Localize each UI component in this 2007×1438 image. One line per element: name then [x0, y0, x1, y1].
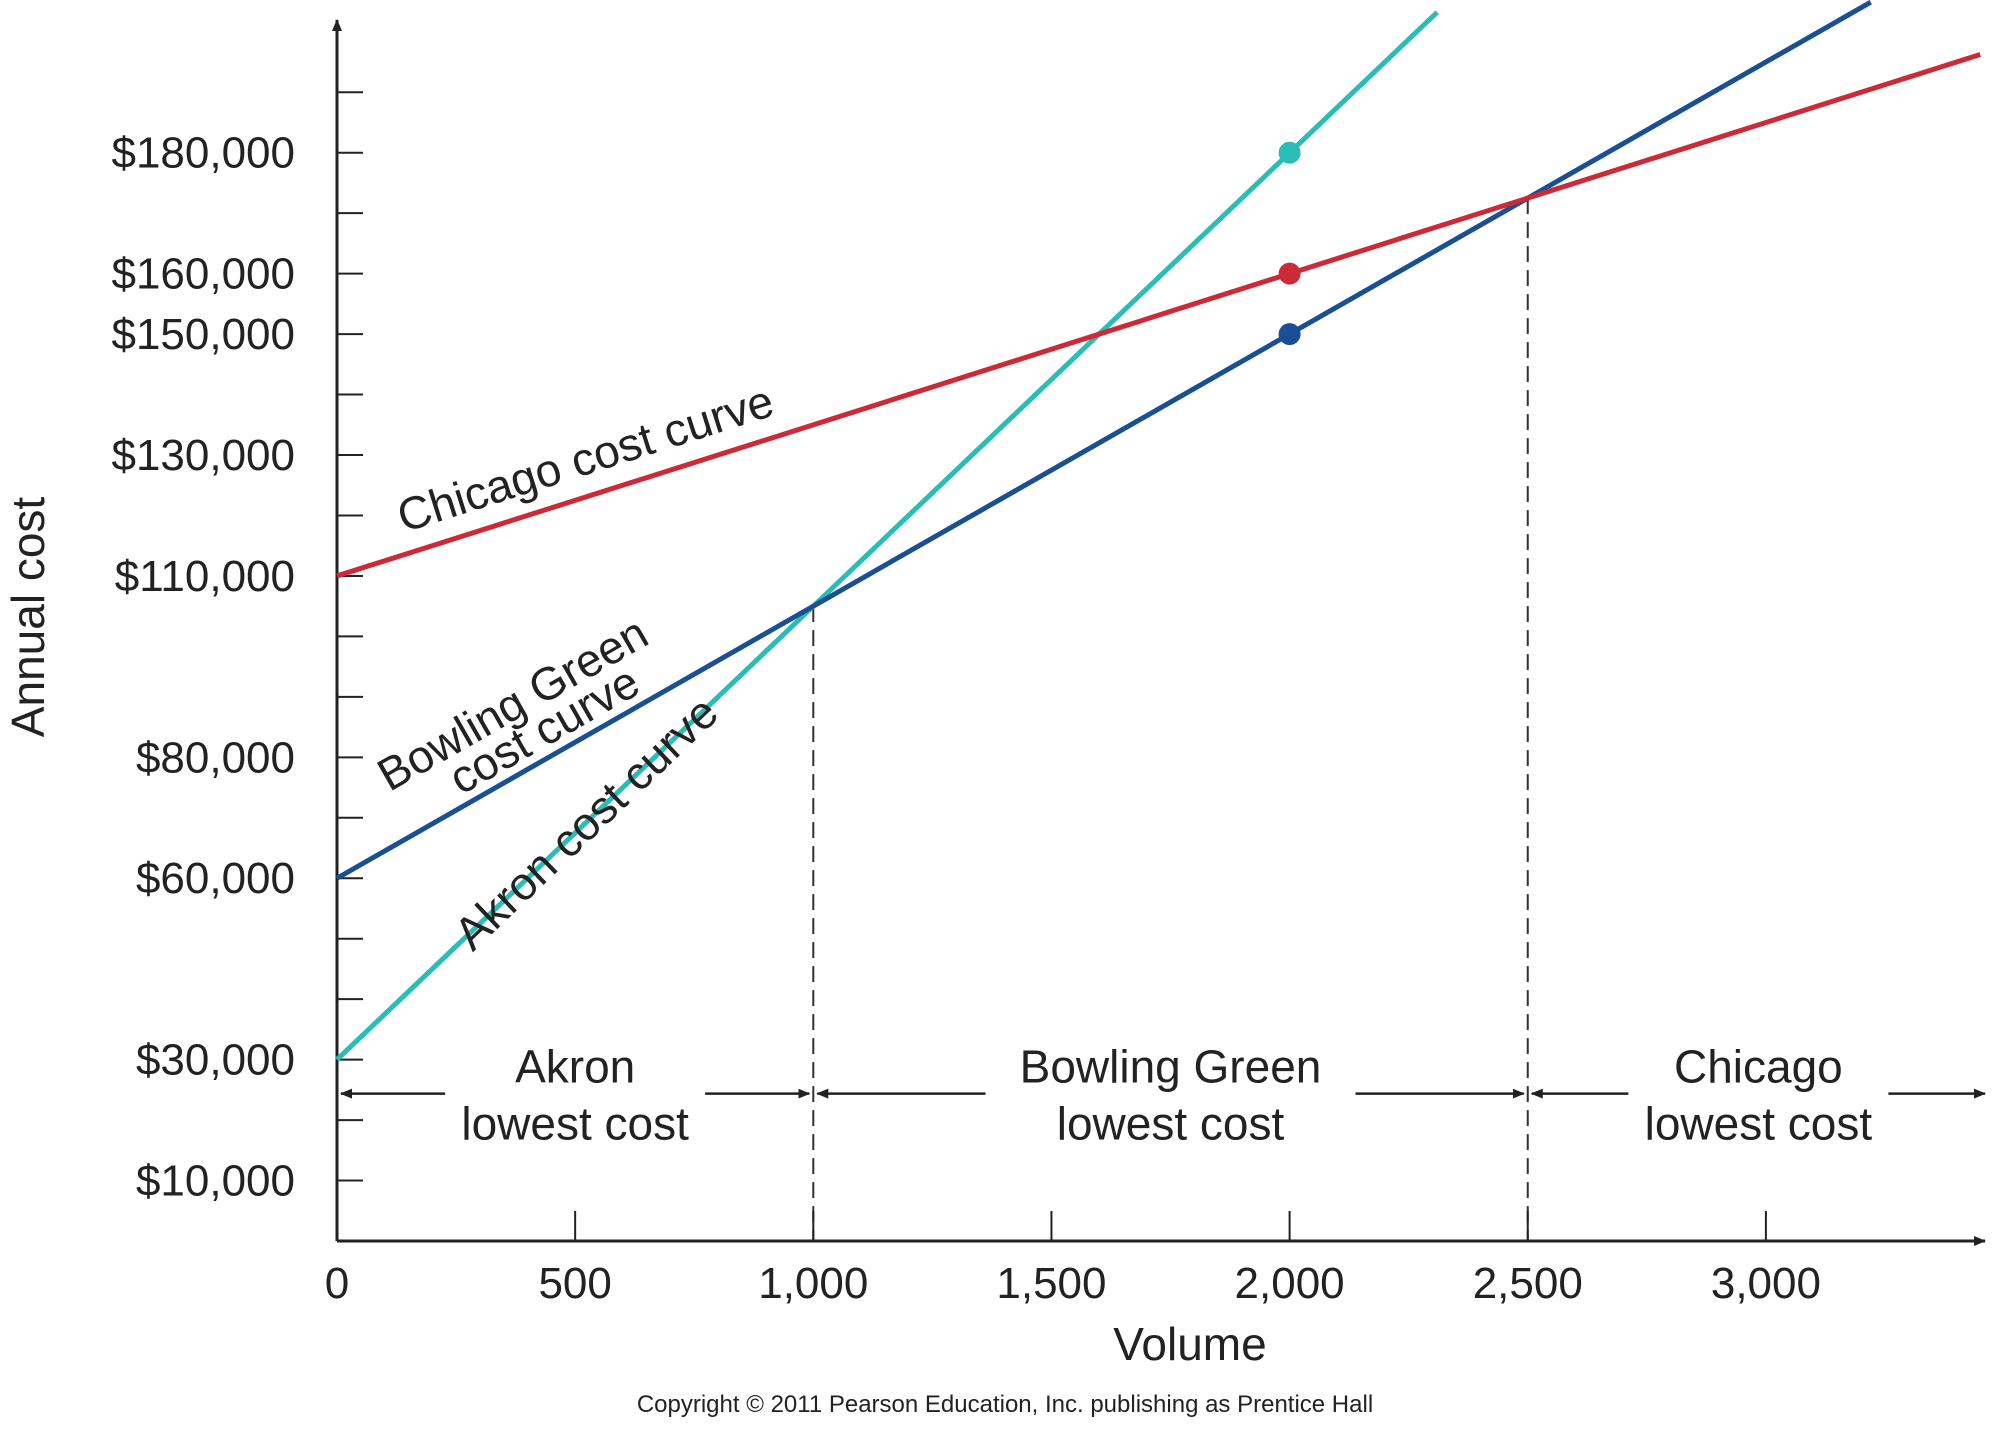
x-tick-label: 1,000 [758, 1259, 868, 1308]
region-label-line1: Bowling Green [1020, 1041, 1322, 1093]
x-axis-title: Volume [1113, 1318, 1266, 1370]
x-tick-label: 2,000 [1235, 1259, 1345, 1308]
y-tick-label: $10,000 [136, 1157, 295, 1206]
y-tick-label: $130,000 [111, 431, 295, 480]
x-tick-label: 2,500 [1473, 1259, 1583, 1308]
bowling-green-cost-curve-line [335, 0, 1872, 881]
chicago-cost-curve-point [1278, 262, 1301, 285]
y-tick-label: $30,000 [136, 1036, 295, 1085]
curve-label-text: Chicago cost curve [391, 374, 780, 542]
region-label-line1: Akron [515, 1041, 635, 1093]
y-tick-label: $180,000 [111, 129, 295, 178]
chicago-cost-curve-line [336, 52, 1981, 579]
y-tick-label: $80,000 [136, 733, 295, 782]
region-label-line2: lowest cost [461, 1098, 689, 1150]
y-tick-label: $150,000 [111, 310, 295, 359]
region-dividers [812, 198, 1529, 1241]
axes: $10,000 $30,000 $60,000 $80,000 $110,000 $130… [111, 19, 1986, 1308]
region-label-line2: lowest cost [1057, 1098, 1285, 1150]
x-tick-label: 3,000 [1711, 1259, 1821, 1308]
copyright-footer: Copyright © 2011 Pearson Education, Inc.… [637, 1391, 1373, 1418]
akron-cost-curve-point [1278, 141, 1301, 164]
y-tick-label: $60,000 [136, 854, 295, 903]
y-tick-label: $160,000 [111, 250, 295, 299]
chicago-curve-label: Chicago cost curve [391, 374, 780, 542]
akron-cost-curve-line [335, 10, 1439, 1062]
bowling-green-cost-curve-point [1278, 323, 1301, 346]
x-tick-label: 1,500 [996, 1259, 1106, 1308]
x-tick-label: 0 [325, 1259, 349, 1308]
region-label-line2: lowest cost [1645, 1098, 1873, 1150]
region-label-line1: Chicago [1674, 1041, 1843, 1093]
y-tick-label: $110,000 [115, 552, 295, 601]
cost-curves [335, 0, 1981, 1062]
x-tick-label: 500 [538, 1259, 611, 1308]
y-axis-title: Annual cost [2, 497, 54, 738]
